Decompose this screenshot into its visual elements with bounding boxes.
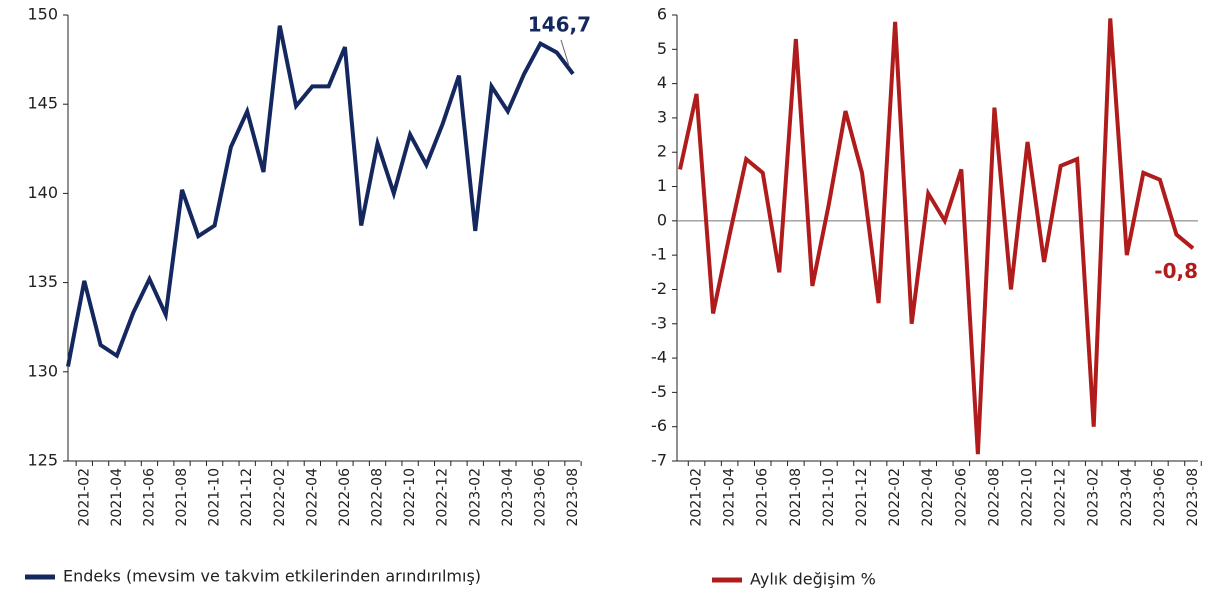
y-tick-label: -4	[651, 348, 667, 367]
x-tick-label: 2021-08	[174, 468, 190, 527]
y-tick-label: 5	[657, 39, 667, 58]
y-tick-label: 150	[27, 5, 58, 24]
x-tick-label: 2022-12	[1053, 468, 1069, 527]
y-tick-label: -7	[651, 451, 667, 470]
y-tick-label: 125	[27, 451, 58, 470]
y-tick-label: -2	[651, 279, 667, 298]
x-tick-label: 2021-10	[821, 468, 837, 527]
x-tick-label: 2021-06	[141, 468, 157, 527]
x-tick-label: 2023-04	[1119, 468, 1135, 527]
leader-line	[560, 39, 570, 67]
data-label: 146,7	[528, 12, 591, 36]
y-tick-label: 140	[27, 183, 58, 202]
y-tick-label: 3	[657, 107, 667, 126]
y-tick-label: 1	[657, 176, 667, 195]
y-tick-label: -6	[651, 416, 667, 435]
x-tick-label: 2022-08	[370, 468, 386, 527]
data-label: -0,8	[1154, 259, 1198, 283]
line-series	[66, 25, 575, 367]
x-tick-label: 2021-08	[788, 468, 804, 527]
x-tick-label: 2023-06	[1152, 468, 1168, 527]
x-tick-label: 2023-02	[1086, 468, 1102, 527]
x-tick-label: 2023-04	[500, 468, 516, 527]
y-tick-label: 135	[27, 272, 58, 291]
x-tick-label: 2021-02	[689, 468, 705, 527]
x-tick-label: 2023-06	[532, 468, 548, 527]
x-tick-label: 2022-10	[1020, 468, 1036, 527]
x-tick-label: 2021-02	[76, 468, 92, 527]
y-tick-label: 6	[657, 5, 667, 24]
y-tick-label: -1	[651, 245, 667, 264]
y-tick-label: 145	[27, 94, 58, 113]
x-tick-label: 2022-12	[435, 468, 451, 527]
x-tick-label: 2022-02	[887, 468, 903, 527]
x-tick-label: 2023-08	[565, 468, 581, 527]
x-tick-label: 2021-06	[755, 468, 771, 527]
y-tick-label: -3	[651, 313, 667, 332]
x-tick-label: 2021-10	[207, 468, 223, 527]
x-tick-label: 2021-04	[109, 468, 125, 527]
legend-label: Endeks (mevsim ve takvim etkilerinden ar…	[63, 567, 481, 586]
x-tick-label: 2022-06	[953, 468, 969, 527]
x-tick-label: 2023-08	[1185, 468, 1201, 527]
y-tick-label: 0	[657, 210, 667, 229]
y-tick-label: 4	[657, 73, 667, 92]
x-tick-label: 2021-04	[722, 468, 738, 527]
x-tick-label: 2021-12	[239, 468, 255, 527]
y-tick-label: 130	[27, 361, 58, 380]
x-tick-label: 2022-08	[986, 468, 1002, 527]
x-tick-label: 2021-12	[854, 468, 870, 527]
x-tick-label: 2022-02	[272, 468, 288, 527]
line-series	[678, 18, 1195, 455]
x-tick-label: 2022-04	[304, 468, 320, 527]
x-tick-label: 2023-02	[467, 468, 483, 527]
x-tick-label: 2022-10	[402, 468, 418, 527]
y-tick-label: -5	[651, 382, 667, 401]
x-tick-label: 2022-06	[337, 468, 353, 527]
legend-label: Aylık değişim %	[750, 570, 876, 589]
x-tick-label: 2022-04	[920, 468, 936, 527]
y-tick-label: 2	[657, 142, 667, 161]
